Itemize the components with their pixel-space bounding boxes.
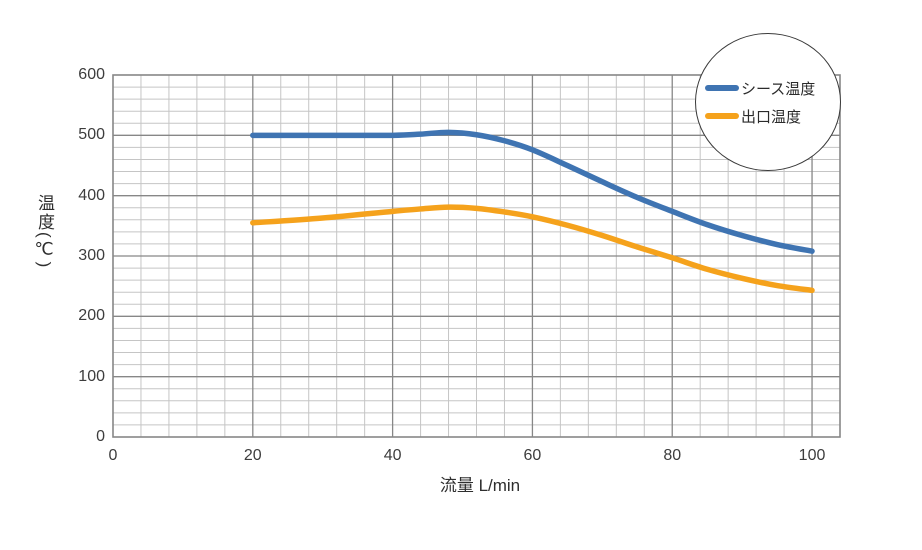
x-axis-title: 流量 L/min — [439, 476, 521, 495]
x-tick-label-100: 100 — [798, 447, 826, 464]
series-line-1 — [250, 204, 815, 294]
x-tick-label-80: 80 — [663, 447, 682, 464]
legend: シース温度 出口温度 — [695, 33, 841, 171]
y-tick-label-0: 0 — [96, 428, 105, 445]
y-tick-label-600: 600 — [78, 66, 105, 83]
sheath-temp-legend-label: シース温度 — [741, 80, 816, 98]
sheath-temp-line-swatch — [705, 85, 739, 91]
legend-item-sheath-temp: シース温度 — [705, 78, 815, 99]
x-tick-label-60: 60 — [523, 447, 542, 464]
x-tick-label-0: 0 — [108, 447, 118, 464]
y-axis-title: 温度(℃) — [35, 194, 54, 270]
y-tick-label-500: 500 — [78, 126, 105, 144]
y-tick-label-400: 400 — [78, 186, 105, 204]
x-tick-label-40: 40 — [383, 447, 402, 464]
plot-border — [112, 74, 841, 438]
outlet-temp-line-swatch — [705, 113, 739, 119]
outlet-temp-legend-label: 出口温度 — [741, 108, 802, 126]
series-line-0 — [250, 129, 815, 254]
y-tick-label-300: 300 — [78, 247, 105, 264]
x-tick-label-20: 20 — [243, 447, 262, 464]
legend-item-outlet-temp: 出口温度 — [705, 106, 801, 127]
y-tick-label-100: 100 — [78, 367, 105, 385]
y-tick-label-200: 200 — [78, 307, 105, 325]
